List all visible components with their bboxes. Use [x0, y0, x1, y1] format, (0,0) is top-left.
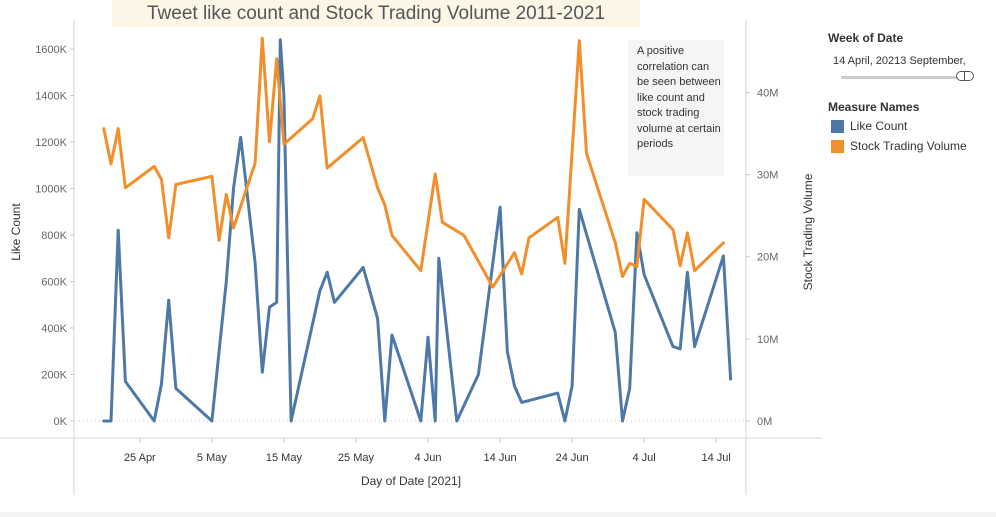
- x-tick-label: 4 Jul: [633, 452, 656, 464]
- week-filter-title: Week of Date: [828, 31, 904, 45]
- left-axis-ticks: 0K 200K 400K 600K 800K 1000K 1200K 1400K 1600K: [35, 44, 74, 428]
- right-tick-label: 10M: [757, 334, 778, 346]
- x-tick-label: 15 May: [266, 452, 303, 464]
- right-tick-label: 40M: [757, 87, 778, 99]
- left-tick-label: 400K: [41, 323, 67, 335]
- left-axis-label: Like Count: [9, 203, 23, 261]
- x-tick-label: 14 Jul: [702, 452, 731, 464]
- series-line-stock-trading-volume[interactable]: [102, 36, 725, 289]
- x-tick-label: 4 Jun: [415, 452, 442, 464]
- legend-item-stock-trading-volume[interactable]: Stock Trading Volume: [831, 139, 967, 153]
- legend-title: Measure Names: [828, 100, 920, 114]
- right-tick-label: 20M: [757, 252, 778, 264]
- legend-label-like-count: Like Count: [850, 119, 908, 133]
- x-tick-label: 25 May: [338, 452, 375, 464]
- left-tick-label: 600K: [41, 276, 67, 288]
- legend-label-stock-trading-volume: Stock Trading Volume: [850, 139, 967, 153]
- chart-title: Tweet like count and Stock Trading Volum…: [112, 0, 640, 27]
- right-axis-label: Stock Trading Volume: [801, 173, 815, 290]
- x-tick-label: 24 Jun: [556, 452, 589, 464]
- left-tick-label: 1400K: [35, 90, 67, 102]
- x-tick-label: 25 Apr: [124, 452, 156, 464]
- right-tick-label: 30M: [757, 170, 778, 182]
- legend-swatch-stock-trading-volume: [831, 139, 844, 153]
- left-tick-label: 800K: [41, 230, 67, 242]
- right-axis-ticks: 0M 10M 20M 30M 40M: [746, 87, 778, 428]
- left-tick-label: 1200K: [35, 137, 67, 149]
- annotation-note: A positive correlation can be seen betwe…: [628, 40, 724, 176]
- week-slider-handle[interactable]: [956, 71, 974, 81]
- series-layer: [102, 36, 733, 423]
- x-tick-label: 5 May: [197, 452, 227, 464]
- legend-swatch-like-count: [831, 119, 844, 133]
- right-tick-label: 0M: [757, 416, 772, 428]
- week-filter-value: 14 April, 20213 September,: [833, 55, 966, 67]
- x-tick-label: 14 Jun: [484, 452, 517, 464]
- bottom-band: [0, 512, 996, 517]
- x-axis-label: Day of Date [2021]: [361, 474, 461, 488]
- week-slider-track[interactable]: [841, 76, 967, 79]
- legend-item-like-count[interactable]: Like Count: [831, 119, 907, 133]
- left-tick-label: 1600K: [35, 44, 67, 56]
- left-tick-label: 1000K: [35, 183, 67, 195]
- series-line-like-count[interactable]: [102, 38, 733, 423]
- x-axis-ticks: 25 Apr 5 May 15 May 25 May 4 Jun 14 Jun 24 Jun…: [124, 438, 731, 464]
- left-tick-label: 200K: [41, 369, 67, 381]
- left-tick-label: 0K: [54, 416, 68, 428]
